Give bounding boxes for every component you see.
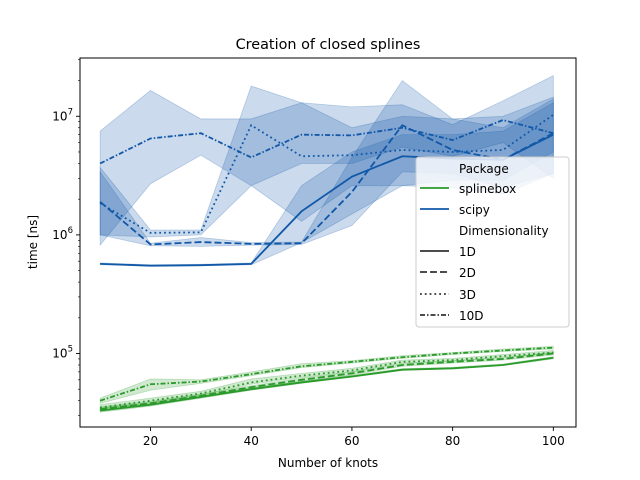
line-scipy-2d — [99, 124, 554, 246]
line-splinebox-2d — [100, 352, 554, 410]
band-scipy-3d — [99, 85, 554, 238]
x-tick-label: 60 — [344, 434, 359, 448]
legend-label-2d: 2D — [459, 266, 476, 280]
band-splinebox-1d — [99, 356, 554, 413]
x-axis-ticks: 20 40 60 80 100 — [143, 427, 565, 448]
chart-title: Creation of closed splines — [236, 37, 421, 53]
y-axis-label: time [ns] — [26, 215, 40, 269]
x-tick-label: 80 — [445, 434, 460, 448]
legend-label-scipy: scipy — [459, 203, 490, 217]
line-splinebox-10d — [99, 346, 554, 402]
y-axis-ticks: 105 106 107 — [52, 59, 80, 416]
legend-package-title: Package — [459, 162, 509, 176]
x-tick-label: 40 — [244, 434, 259, 448]
band-splinebox-10d — [99, 345, 554, 404]
legend: Package splinebox scipy Dimensionality 1… — [415, 156, 570, 328]
y-tick-label: 106 — [52, 226, 73, 242]
plot-area-frame — [79, 57, 577, 428]
x-axis-label: Number of knots — [278, 456, 378, 470]
legend-label-3d: 3D — [459, 288, 476, 302]
legend-label-1d: 1D — [459, 245, 476, 259]
y-tick-label: 107 — [52, 107, 73, 123]
y-tick-label: 105 — [52, 344, 73, 360]
legend-frame — [415, 156, 570, 328]
legend-label-splinebox: splinebox — [459, 182, 516, 196]
x-tick-label: 100 — [542, 434, 565, 448]
legend-label-10d: 10D — [459, 309, 484, 323]
x-tick-label: 20 — [143, 434, 158, 448]
line-scipy-10d — [99, 119, 554, 165]
line-splinebox-1d — [100, 356, 554, 412]
legend-dimensionality-title: Dimensionality — [459, 224, 549, 238]
